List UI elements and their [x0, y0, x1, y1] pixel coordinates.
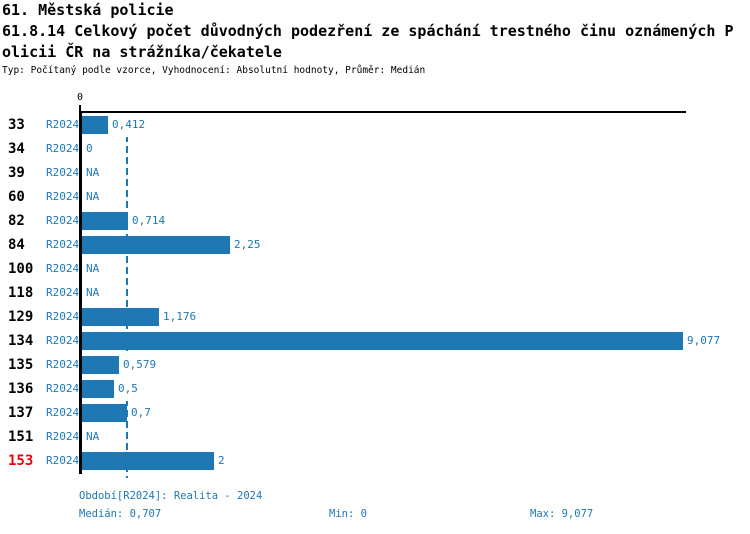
bar-value-label: NA: [85, 185, 101, 209]
row-category-label: 39: [8, 165, 25, 181]
bar-value-label: NA: [85, 257, 101, 281]
chart-title-line-1: 61.8.14 Celkový počet důvodných podezřen…: [2, 22, 734, 40]
bar-value-label: 0,714: [131, 209, 167, 233]
bar: [81, 308, 159, 326]
row-category-label: 136: [8, 381, 34, 397]
row-series-label: R2024: [46, 286, 80, 299]
row-series-label: R2024: [46, 310, 80, 323]
chart-row: 134 R2024 9,077: [0, 329, 750, 353]
chart-row: 33 R2024 0,412: [0, 113, 750, 137]
row-category-label: 60: [8, 189, 25, 205]
bar-value-label: 0,579: [122, 353, 158, 377]
bar-value-label: NA: [85, 281, 101, 305]
bar: [81, 332, 683, 350]
footer-period-label: Období[R2024]: Realita - 2024: [79, 490, 263, 502]
bar-value-label: 9,077: [686, 329, 722, 353]
row-category-label: 34: [8, 141, 25, 157]
row-series-label: R2024: [46, 166, 80, 179]
row-series-label: R2024: [46, 142, 80, 155]
row-series-label: R2024: [46, 430, 80, 443]
chart-row: 136 R2024 0,5: [0, 377, 750, 401]
bar: [81, 452, 214, 470]
row-category-label: 135: [8, 357, 34, 373]
chart-rows: 33 R2024 0,412 34 R2024 0 39 R2024 NA 60 R2024 NA 82…: [0, 113, 750, 473]
row-category-label: 153: [8, 453, 34, 469]
x-axis-tick-label: 0: [76, 92, 84, 103]
bar: [81, 116, 108, 134]
row-category-label: 118: [8, 285, 34, 301]
row-category-label: 33: [8, 117, 25, 133]
row-category-label: 134: [8, 333, 34, 349]
row-category-label: 151: [8, 429, 34, 445]
chart-title-line-2: olicii ČR na strážníka/čekatele: [2, 43, 282, 61]
row-series-label: R2024: [46, 358, 80, 371]
row-category-label: 84: [8, 237, 25, 253]
bar: [81, 404, 127, 422]
y-axis-spine: [79, 112, 82, 474]
bar: [81, 380, 114, 398]
row-category-label: 82: [8, 213, 25, 229]
chart-row: 39 R2024 NA: [0, 161, 750, 185]
row-series-label: R2024: [46, 382, 80, 395]
bar-value-label: NA: [85, 425, 101, 449]
chart-meta-info: Typ: Počítaný podle vzorce, Vyhodnocení:…: [2, 65, 426, 76]
row-series-label: R2024: [46, 214, 80, 227]
row-category-label: 137: [8, 405, 34, 421]
bar-value-label: 0,7: [130, 401, 152, 425]
bar: [81, 212, 128, 230]
row-series-label: R2024: [46, 118, 80, 131]
chart-row: 129 R2024 1,176: [0, 305, 750, 329]
row-category-label: 100: [8, 261, 34, 277]
row-series-label: R2024: [46, 262, 80, 275]
x-axis-spine: [80, 111, 686, 113]
chart-row: 82 R2024 0,714: [0, 209, 750, 233]
row-series-label: R2024: [46, 406, 80, 419]
bar: [81, 356, 119, 374]
row-series-label: R2024: [46, 190, 80, 203]
chart-row: 151 R2024 NA: [0, 425, 750, 449]
page-title: 61. Městská policie: [2, 1, 174, 19]
chart-row: 100 R2024 NA: [0, 257, 750, 281]
row-series-label: R2024: [46, 454, 80, 467]
chart-row: 118 R2024 NA: [0, 281, 750, 305]
footer-median-label: Medián: 0,707: [79, 508, 162, 520]
chart-row: 34 R2024 0: [0, 137, 750, 161]
bar-value-label: 2: [217, 449, 226, 473]
bar-value-label: NA: [85, 161, 101, 185]
x-axis-tick-mark: [79, 105, 81, 112]
bar-value-label: 0: [85, 137, 94, 161]
bar: [81, 236, 230, 254]
bar-value-label: 0,412: [111, 113, 147, 137]
row-category-label: 129: [8, 309, 34, 325]
row-series-label: R2024: [46, 238, 80, 251]
bar-value-label: 2,25: [233, 233, 262, 257]
bar-value-label: 0,5: [117, 377, 139, 401]
footer-max-label: Max: 9,077: [530, 508, 594, 520]
footer-min-label: Min: 0: [329, 508, 367, 520]
median-reference-line: [126, 113, 128, 478]
chart-row: 137 R2024 0,7: [0, 401, 750, 425]
chart-row: 135 R2024 0,579: [0, 353, 750, 377]
row-series-label: R2024: [46, 334, 80, 347]
chart-row: 84 R2024 2,25: [0, 233, 750, 257]
bar-value-label: 1,176: [162, 305, 198, 329]
chart-row: 60 R2024 NA: [0, 185, 750, 209]
chart-row: 153 R2024 2: [0, 449, 750, 473]
